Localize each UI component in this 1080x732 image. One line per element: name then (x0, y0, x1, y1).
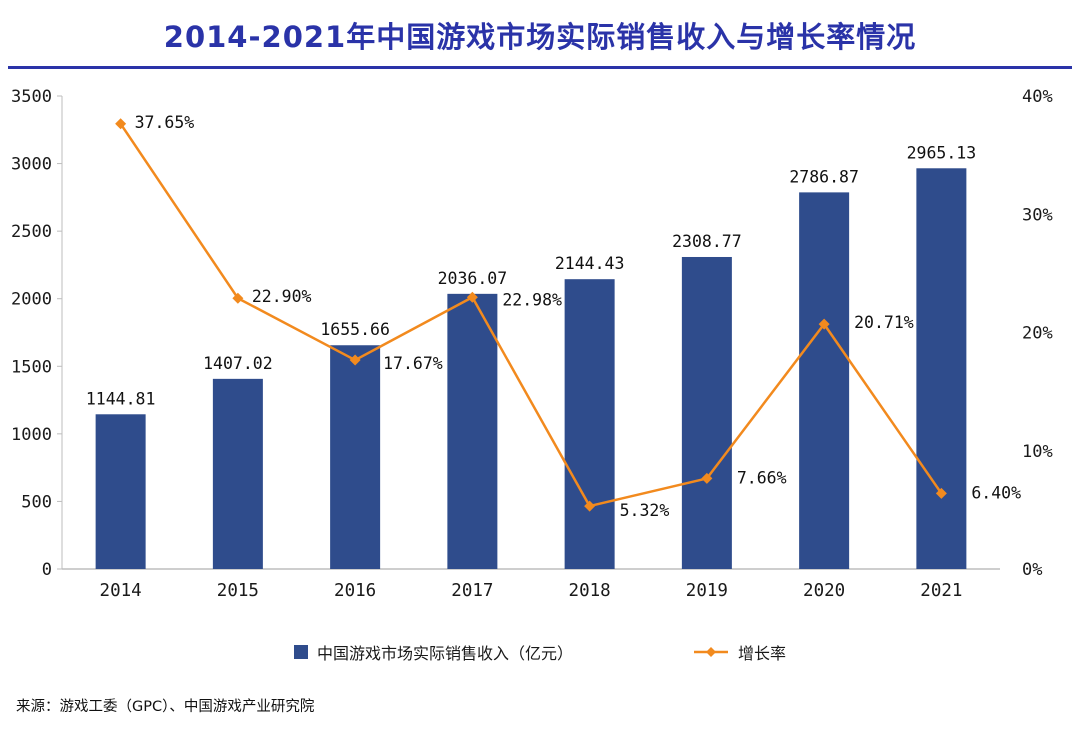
chart-title: 2014-2021年中国游戏市场实际销售收入与增长率情况 (163, 20, 917, 54)
title-divider (8, 66, 1072, 69)
growth-marker-icon (584, 500, 596, 512)
bar-value-label: 1144.81 (86, 389, 156, 408)
legend-bar-swatch-icon (293, 645, 308, 659)
growth-marker-icon (115, 118, 127, 130)
revenue-bar (799, 192, 850, 569)
bar-value-label: 1407.02 (203, 354, 273, 373)
left-axis-tick-label: 2000 (11, 290, 52, 310)
legend-item-revenue: 中国游戏市场实际销售收入（亿元） (293, 640, 573, 664)
legend-label-growth: 增长率 (738, 644, 787, 663)
growth-value-label: 7.66% (737, 468, 787, 487)
x-axis-category-label: 2014 (100, 581, 142, 601)
right-axis-tick-label: 10% (1022, 442, 1053, 462)
right-axis-tick-label: 20% (1022, 324, 1053, 344)
left-axis-tick-label: 2500 (11, 222, 52, 242)
x-axis-category-label: 2021 (920, 581, 962, 601)
left-axis-tick-label: 0 (42, 560, 52, 580)
revenue-bar (330, 345, 381, 569)
growth-value-label: 22.90% (252, 287, 312, 306)
right-axis-tick-label: 0% (1022, 560, 1042, 580)
growth-value-label: 5.32% (620, 501, 670, 520)
bar-value-label: 2965.13 (907, 143, 977, 162)
growth-value-label: 22.98% (502, 290, 562, 309)
growth-marker-icon (349, 354, 361, 366)
source-note: 来源：游戏工委（GPC）、中国游戏产业研究院 (16, 699, 315, 715)
growth-marker-icon (701, 472, 713, 484)
x-axis-category-label: 2019 (686, 581, 728, 601)
revenue-bar (564, 279, 615, 569)
growth-line (119, 123, 943, 508)
growth-value-label: 20.71% (854, 313, 914, 332)
chart-legend: 中国游戏市场实际销售收入（亿元） 增长率 (0, 640, 1080, 664)
revenue-bar (916, 168, 967, 569)
left-axis-tick-label: 3500 (11, 87, 52, 107)
right-axis-tick-label: 30% (1022, 205, 1053, 225)
left-axis-tick-label: 500 (21, 492, 52, 512)
bar-value-label: 1655.66 (320, 320, 390, 339)
growth-marker-icon (466, 291, 478, 303)
bar-value-label: 2144.43 (555, 254, 625, 273)
x-axis-category-label: 2017 (451, 581, 493, 601)
left-axis-tick-label: 1500 (11, 357, 52, 377)
x-axis-category-label: 2020 (803, 581, 845, 601)
revenue-bar (212, 378, 263, 569)
revenue-bar (681, 256, 732, 569)
growth-value-label: 17.67% (383, 354, 443, 373)
legend-label-revenue: 中国游戏市场实际销售收入（亿元） (316, 644, 573, 663)
growth-value-label: 37.65% (135, 113, 195, 132)
bar-value-label: 2786.87 (789, 167, 859, 186)
left-axis-tick-label: 3000 (11, 155, 52, 175)
left-axis-tick-label: 1000 (11, 425, 52, 445)
revenue-bar (447, 293, 498, 569)
x-axis-category-label: 2018 (569, 581, 611, 601)
x-axis-category-label: 2016 (334, 581, 376, 601)
bar-value-label: 2036.07 (438, 269, 508, 288)
growth-marker-icon (818, 318, 830, 330)
legend-line-swatch-icon (694, 647, 728, 657)
bar-value-label: 2308.77 (672, 232, 742, 251)
x-axis-category-label: 2015 (217, 581, 259, 601)
growth-marker-icon (935, 487, 947, 499)
revenue-bar (95, 414, 146, 569)
growth-marker-icon (232, 292, 244, 304)
combo-chart: 0 500 1000 1500 2000 2500 3000 3500 0% 10% 20% 30% 4… (11, 87, 1053, 601)
right-axis-tick-label: 40% (1022, 87, 1053, 107)
legend-item-growth: 增长率 (693, 640, 786, 664)
growth-value-label: 6.40% (971, 483, 1021, 502)
